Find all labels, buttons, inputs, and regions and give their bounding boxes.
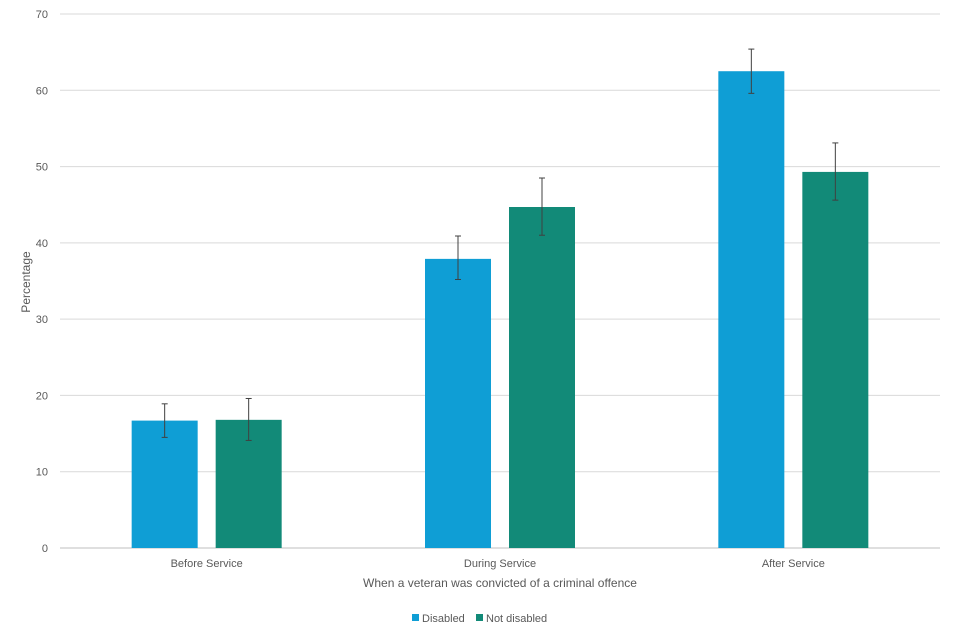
bar-not-disabled [215, 419, 282, 548]
bar-disabled [718, 71, 785, 548]
legend-swatch-not-disabled [476, 614, 483, 621]
legend-swatch-disabled [412, 614, 419, 621]
y-tick-label: 40 [36, 238, 48, 250]
x-axis-ticks: Before Service During Service After Servic… [171, 558, 825, 570]
bar-not-disabled [802, 171, 869, 548]
y-tick-label: 60 [36, 85, 48, 97]
y-tick-label: 30 [36, 314, 48, 326]
x-axis-title: When a veteran was convicted of a crimin… [363, 576, 637, 590]
x-tick-label: During Service [464, 558, 536, 570]
gridlines [60, 13, 940, 549]
x-tick-label: Before Service [171, 558, 243, 570]
bar-not-disabled [509, 207, 575, 548]
error-bars [161, 48, 839, 441]
y-tick-label: 0 [42, 543, 48, 555]
legend-label-disabled: Disabled [422, 613, 465, 625]
bar-disabled [131, 420, 198, 548]
y-tick-label: 70 [36, 9, 48, 21]
y-tick-label: 20 [36, 390, 48, 402]
bars [131, 71, 869, 548]
legend: Disabled Not disabled [412, 613, 547, 625]
y-tick-label: 10 [36, 467, 48, 479]
x-tick-label: After Service [762, 558, 825, 570]
legend-label-not-disabled: Not disabled [486, 613, 547, 625]
y-tick-label: 50 [36, 162, 48, 174]
bar-disabled [425, 258, 491, 548]
y-axis-title: Percentage [19, 251, 33, 313]
y-axis-ticks: 0 10 20 30 40 50 60 70 [36, 9, 48, 555]
